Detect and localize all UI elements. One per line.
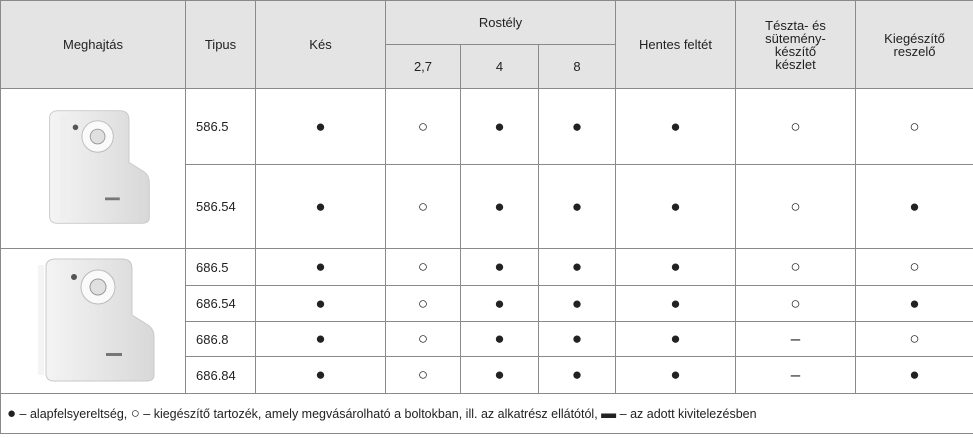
data-row: 686.5●○●●●○○ [1, 249, 973, 286]
symbol-cell: ○ [736, 286, 856, 322]
symbol-cell: ● [256, 165, 386, 249]
header-line: reszelő [856, 45, 973, 58]
symbol-cell: ● [256, 89, 386, 165]
symbol-cell: ● [539, 322, 616, 357]
data-row: 586.5●○●●●○○ [1, 89, 973, 165]
symbol-cell: ● [616, 322, 736, 357]
header-drive: Meghajtás [1, 1, 186, 89]
symbol-cell: ● [856, 286, 973, 322]
legend-symbol: ○ [131, 405, 140, 422]
symbol-cell: ● [461, 89, 539, 165]
symbol-cell: ○ [386, 286, 461, 322]
symbol-cell: ○ [736, 89, 856, 165]
symbol-cell: ● [461, 322, 539, 357]
symbol-cell: ○ [856, 322, 973, 357]
legend-symbol: ● [7, 405, 16, 422]
type-cell: 686.54 [186, 286, 256, 322]
header-grate-size: 8 [539, 45, 616, 89]
symbol-cell: ● [616, 89, 736, 165]
page: MeghajtásTipusKésRostélyHentes feltétTés… [0, 0, 973, 438]
header-grate-size: 2,7 [386, 45, 461, 89]
symbol-cell: ● [461, 286, 539, 322]
legend-text: – az adott kivitelezésben [620, 407, 757, 421]
symbol-cell: ● [256, 322, 386, 357]
header-line: Kiegészítő [856, 32, 973, 45]
legend-text: – alapfelsyereltség, [20, 407, 128, 421]
symbol-cell: ● [256, 286, 386, 322]
header-grate: Rostély [386, 1, 616, 45]
type-cell: 586.5 [186, 89, 256, 165]
type-cell: 686.8 [186, 322, 256, 357]
image-cell [1, 89, 186, 249]
symbol-cell: ● [616, 357, 736, 394]
symbol-cell: ● [461, 357, 539, 394]
symbol-cell: ● [461, 249, 539, 286]
symbol-cell: – [736, 357, 856, 394]
symbol-cell: ● [616, 165, 736, 249]
symbol-cell: ● [256, 357, 386, 394]
type-cell: 686.84 [186, 357, 256, 394]
header-type: Tipus [186, 1, 256, 89]
symbol-cell: ○ [386, 249, 461, 286]
symbol-cell: ○ [386, 357, 461, 394]
symbol-cell: ● [539, 286, 616, 322]
spec-table: MeghajtásTipusKésRostélyHentes feltétTés… [0, 0, 973, 434]
symbol-cell: ● [539, 249, 616, 286]
symbol-cell: ○ [856, 89, 973, 165]
type-cell: 586.54 [186, 165, 256, 249]
symbol-cell: ○ [736, 165, 856, 249]
image-cell [1, 249, 186, 394]
symbol-cell: ● [539, 165, 616, 249]
legend-cell: ● – alapfelsyereltség, ○ – kiegészítő ta… [1, 394, 973, 434]
header-line: készlet [736, 58, 855, 71]
symbol-cell: ○ [386, 89, 461, 165]
symbol-cell: ○ [736, 249, 856, 286]
symbol-cell: ● [616, 286, 736, 322]
header-grate-size: 4 [461, 45, 539, 89]
header-line: Tészta- és [736, 19, 855, 32]
legend-row: ● – alapfelsyereltség, ○ – kiegészítő ta… [1, 394, 973, 434]
header-knife: Kés [256, 1, 386, 89]
symbol-cell: ● [539, 357, 616, 394]
symbol-cell: ● [616, 249, 736, 286]
symbol-cell: ○ [386, 322, 461, 357]
header-line: készítő [736, 45, 855, 58]
symbol-cell: ● [461, 165, 539, 249]
legend-text: – kiegészítő tartozék, amely megvásárolh… [143, 407, 597, 421]
header-butcher: Hentes feltét [616, 1, 736, 89]
symbol-cell: – [736, 322, 856, 357]
type-cell: 686.5 [186, 249, 256, 286]
symbol-cell: ● [539, 89, 616, 165]
symbol-cell: ○ [856, 249, 973, 286]
legend-symbol: ▬ [601, 405, 616, 422]
header-line: sütemény- [736, 32, 855, 45]
product-image [18, 255, 168, 385]
symbol-cell: ○ [386, 165, 461, 249]
symbol-cell: ● [256, 249, 386, 286]
product-image [18, 107, 168, 227]
symbol-cell: ● [856, 357, 973, 394]
symbol-cell: ● [856, 165, 973, 249]
